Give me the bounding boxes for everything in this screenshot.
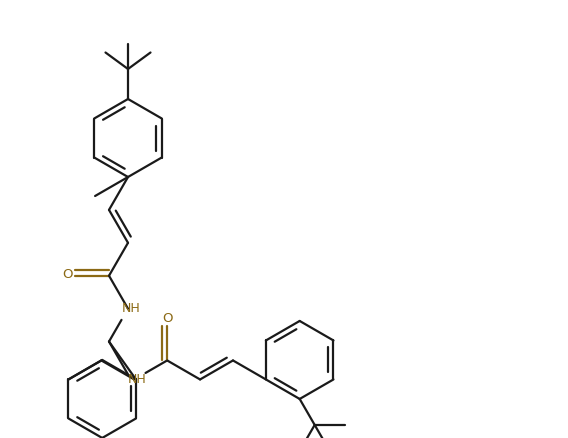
Text: NH: NH bbox=[122, 302, 140, 315]
Text: O: O bbox=[62, 268, 73, 281]
Text: O: O bbox=[162, 312, 173, 325]
Text: NH: NH bbox=[128, 373, 147, 386]
